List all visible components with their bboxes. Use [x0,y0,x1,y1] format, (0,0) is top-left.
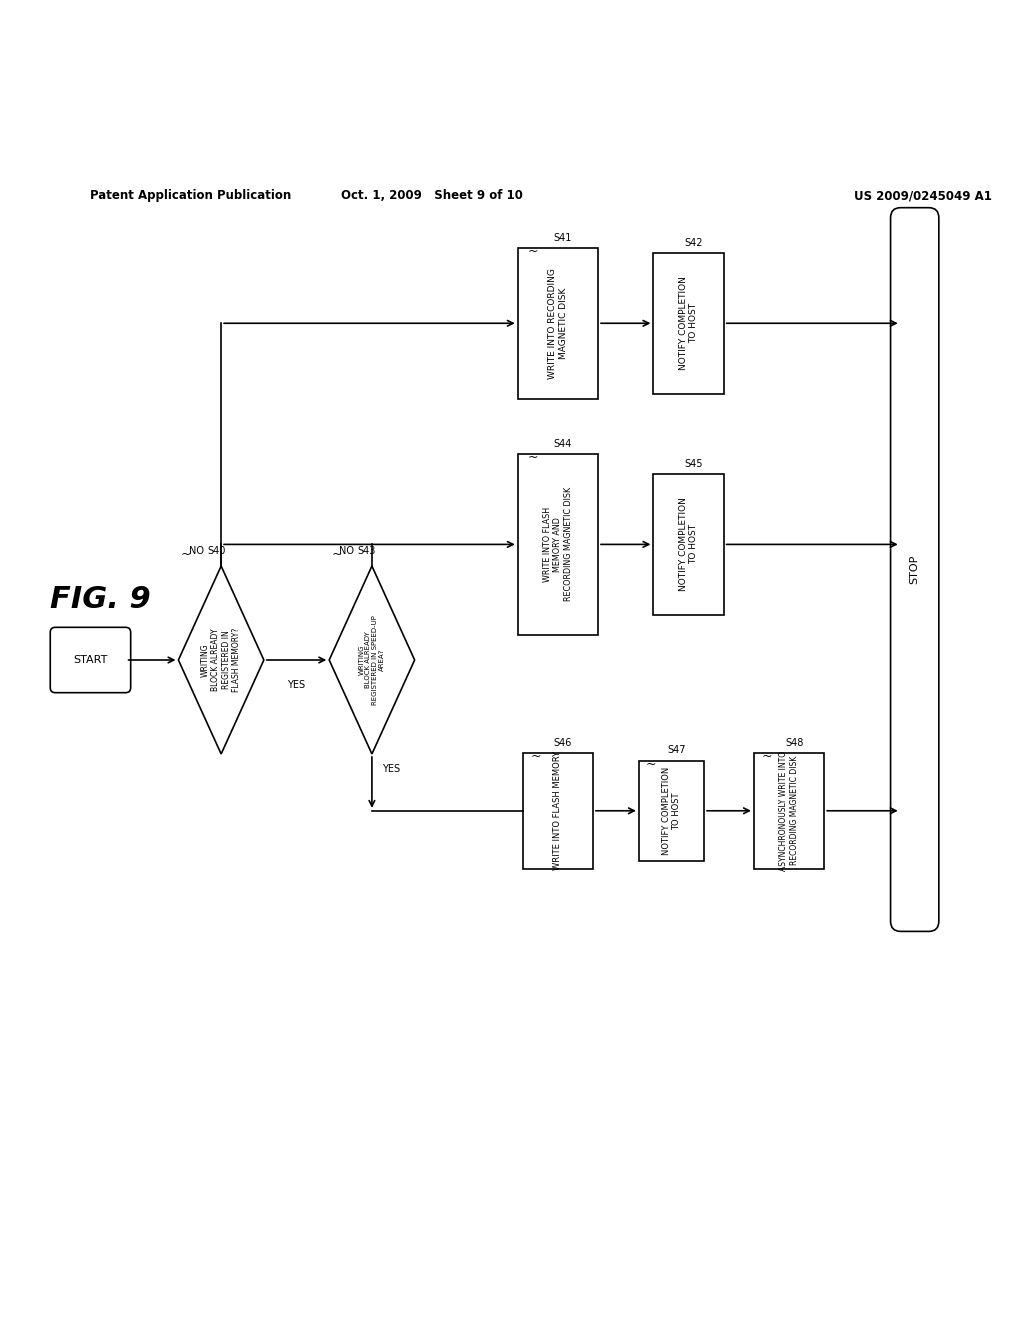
FancyBboxPatch shape [50,627,131,693]
Text: STOP: STOP [909,554,920,585]
Polygon shape [178,566,264,754]
Text: START: START [74,655,108,665]
Text: WRITING
BLOCK ALREADY
REGISTERED IN
FLASH MEMORY?: WRITING BLOCK ALREADY REGISTERED IN FLAS… [201,628,242,692]
Text: S45: S45 [684,459,702,469]
Text: Patent Application Publication: Patent Application Publication [90,189,292,202]
Text: YES: YES [382,764,400,774]
Text: ~: ~ [180,548,191,561]
Bar [522,752,593,869]
Text: WRITE INTO FLASH
MEMORY AND
RECORDING MAGNETIC DISK: WRITE INTO FLASH MEMORY AND RECORDING MA… [543,487,572,602]
Text: S42: S42 [684,238,702,248]
Text: S43: S43 [357,546,376,556]
Text: ~: ~ [646,758,656,771]
Text: ~: ~ [527,451,538,465]
Text: S48: S48 [784,738,803,748]
Text: FIG. 9: FIG. 9 [50,585,151,614]
Text: NOTIFY COMPLETION
TO HOST: NOTIFY COMPLETION TO HOST [662,767,681,855]
Bar [639,760,705,861]
Text: US 2009/0245049 A1: US 2009/0245049 A1 [854,189,992,202]
Text: ASYNCHRONOUSLY WRITE INTO
RECORDING MAGNETIC DISK: ASYNCHRONOUSLY WRITE INTO RECORDING MAGN… [779,751,799,871]
Bar [754,752,824,869]
Text: WRITE INTO RECORDING
MAGNETIC DISK: WRITE INTO RECORDING MAGNETIC DISK [548,268,567,379]
Polygon shape [329,566,415,754]
Text: NOTIFY COMPLETION
TO HOST: NOTIFY COMPLETION TO HOST [679,276,698,370]
Text: S41: S41 [554,232,572,243]
Text: NO: NO [188,546,204,556]
Text: ~: ~ [527,246,538,257]
Text: S40: S40 [207,546,225,556]
Text: ~: ~ [332,548,342,561]
FancyBboxPatch shape [891,207,939,932]
Text: NO: NO [339,546,354,556]
Bar [653,474,724,615]
Text: S47: S47 [668,746,686,755]
Text: WRITE INTO FLASH MEMORY: WRITE INTO FLASH MEMORY [553,751,562,870]
Text: WRITING
BLOCK ALREADY
REGISTERED IN SPEED-UP
AREA?: WRITING BLOCK ALREADY REGISTERED IN SPEE… [358,615,385,705]
Text: ~: ~ [530,750,541,763]
Text: ~: ~ [762,750,772,763]
Text: S46: S46 [554,738,572,748]
Text: S44: S44 [554,440,572,449]
Bar [518,248,598,399]
Bar [653,253,724,393]
Text: YES: YES [288,680,305,690]
Text: NOTIFY COMPLETION
TO HOST: NOTIFY COMPLETION TO HOST [679,498,698,591]
Text: Oct. 1, 2009   Sheet 9 of 10: Oct. 1, 2009 Sheet 9 of 10 [341,189,523,202]
Bar [518,454,598,635]
